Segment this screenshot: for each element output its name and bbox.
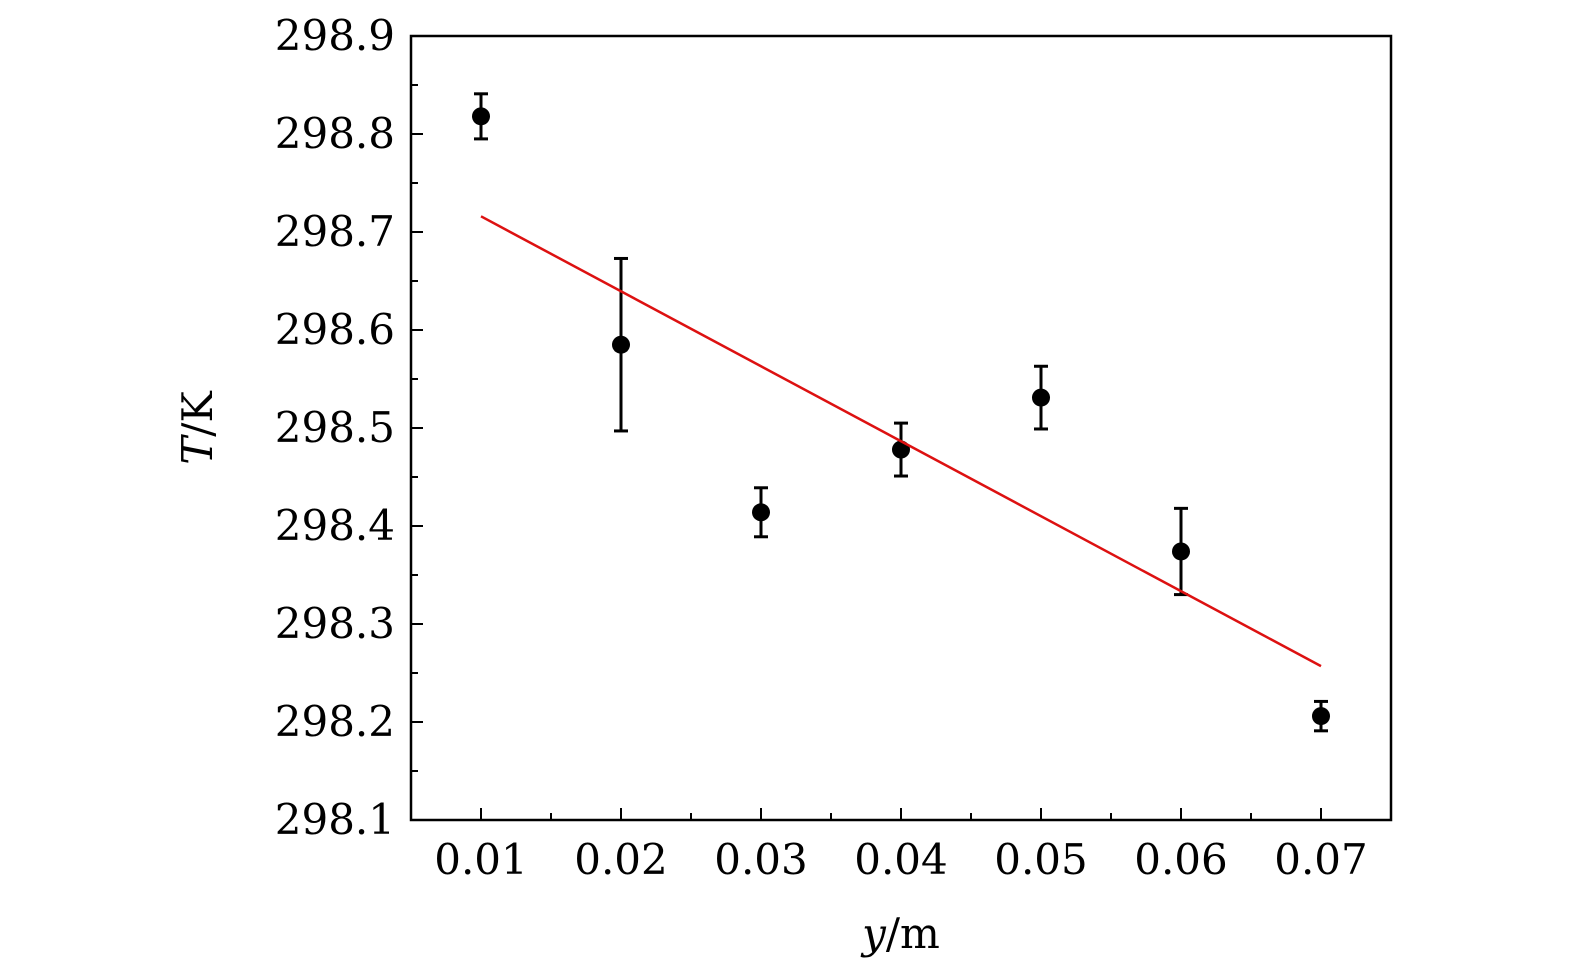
data-point	[612, 335, 630, 354]
plot-frame	[409, 34, 1393, 822]
x-tick-label: 0.04	[854, 835, 948, 884]
x-axis-label-variable: y	[860, 909, 887, 958]
data-point-group	[472, 92, 490, 141]
y-tick-label: 298.5	[275, 403, 395, 452]
y-axis: 298.1 298.2 298.3 298.4 298.5 298.6 298.7 298.8…	[275, 11, 423, 844]
data-point	[752, 503, 770, 522]
y-tick-label: 298.3	[275, 599, 395, 648]
y-tick-label: 298.8	[275, 109, 395, 158]
data-point-group	[752, 486, 770, 539]
y-tick-label: 298.2	[275, 697, 395, 746]
x-tick-label: 0.02	[574, 835, 668, 884]
y-axis-label-variable: T	[173, 434, 222, 465]
x-tick-label: 0.05	[994, 835, 1088, 884]
data-point	[1172, 542, 1190, 561]
y-tick-label: 298.6	[275, 305, 395, 354]
x-tick-label: 0.03	[714, 835, 808, 884]
y-tick-label: 298.1	[275, 795, 395, 844]
data-point-group	[1172, 506, 1190, 597]
x-tick-label: 0.07	[1274, 835, 1368, 884]
y-tick-label: 298.4	[275, 501, 395, 550]
y-tick-label: 298.7	[275, 207, 395, 256]
data-point	[892, 440, 910, 459]
y-axis-label-unit: /K	[173, 390, 222, 437]
data-point	[1032, 388, 1050, 407]
fit-line	[480, 215, 1322, 668]
data-point-group	[1032, 364, 1050, 431]
x-tick-label: 0.06	[1134, 835, 1228, 884]
x-axis: 0.01 0.02 0.03 0.04 0.05 0.06 0.07	[434, 808, 1368, 884]
x-axis-label-unit: /m	[886, 909, 940, 958]
x-tick-label: 0.01	[434, 835, 528, 884]
x-axis-label: y/m	[860, 909, 940, 958]
data-point-group	[1312, 699, 1330, 733]
data-point-group	[892, 421, 910, 478]
data-point-group	[612, 256, 630, 433]
data-point	[1312, 707, 1330, 726]
y-tick-label: 298.9	[275, 11, 395, 60]
data-point	[472, 107, 490, 126]
plot-area	[472, 92, 1330, 733]
y-axis-label: T/K	[173, 390, 222, 465]
